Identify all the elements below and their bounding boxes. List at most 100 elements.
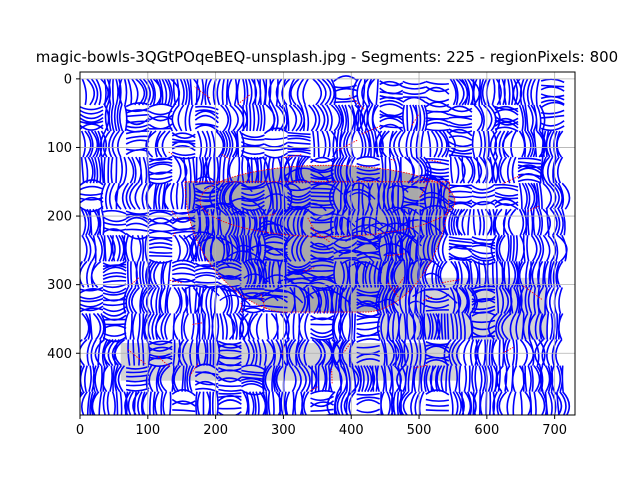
segment-cell [265, 104, 290, 132]
segment-cell [262, 261, 287, 288]
segment-cell [287, 131, 311, 158]
segment-cell [398, 391, 425, 415]
segment-cell [542, 208, 566, 236]
segment-cell [311, 286, 335, 314]
segment-cell [494, 365, 518, 393]
segment-cell [426, 313, 450, 340]
segment-cell [541, 391, 571, 415]
segment-cell [381, 208, 409, 236]
segment-cell [172, 78, 201, 106]
segment-cell [518, 208, 544, 236]
segment-cell [356, 338, 381, 364]
swirl-stroke [351, 224, 389, 237]
boundary-fragment [127, 349, 146, 365]
segment-cell [242, 78, 267, 106]
segment-cell [243, 339, 267, 367]
x-tick-label: 300 [271, 423, 296, 438]
swirl-stroke [310, 183, 344, 195]
boundary-fragment [307, 217, 315, 231]
segment-cell [402, 104, 428, 132]
swirl-stroke [377, 222, 423, 238]
swirl-stroke [303, 202, 327, 212]
segment-cell [240, 287, 265, 314]
swirl-stroke [379, 298, 399, 306]
y-axis: 0 100 200 300 400 [47, 72, 80, 362]
segment-cell [149, 78, 181, 106]
swirl-stroke [347, 230, 382, 243]
swirl-stroke [202, 202, 247, 218]
boundary-fragment [361, 125, 381, 135]
boundary-fragment [441, 279, 460, 284]
segment-cell [220, 104, 248, 132]
segment-cell [357, 182, 380, 210]
segment-cell [265, 312, 290, 341]
segment-cell [219, 130, 245, 158]
segment-cell [471, 183, 496, 208]
boundary-fragment [168, 151, 174, 156]
swirl-stroke [284, 271, 309, 281]
segment-cell [310, 314, 335, 341]
segment-cell [102, 287, 127, 317]
segment-cell [357, 130, 384, 158]
boundary-fragment [387, 282, 399, 298]
swirl-stroke [386, 206, 409, 215]
segment-cell [194, 363, 219, 393]
segment-cell [171, 389, 196, 415]
segment-cell [448, 128, 473, 159]
segment-cell [471, 285, 496, 314]
segment-cell [374, 130, 402, 158]
segment-cell [492, 156, 517, 184]
swirl-stroke [219, 294, 251, 306]
segment-cell [80, 156, 105, 184]
segment-cell [399, 286, 426, 314]
segment-cell [444, 208, 472, 236]
y-tick-label: 400 [47, 347, 72, 362]
swirl-stroke [333, 234, 379, 250]
segment-cell [81, 312, 107, 341]
segment-cell [263, 289, 289, 314]
swirl-stroke [383, 252, 401, 259]
x-tick-label: 700 [542, 423, 567, 438]
segment-cell [495, 286, 521, 314]
segment-cell [396, 365, 425, 393]
segment-cell [332, 130, 356, 158]
segment-cell [239, 312, 263, 341]
segment-cell [125, 102, 150, 133]
y-tick-label: 200 [47, 210, 72, 225]
segment-cell [99, 130, 125, 158]
swirl-stroke [351, 182, 370, 189]
segment-cell [537, 286, 563, 314]
swirl-stroke [203, 185, 223, 193]
segment-cell [357, 365, 380, 393]
segment-cell [519, 391, 546, 415]
segment-cell [103, 156, 128, 184]
segment-cell [195, 208, 220, 236]
boundary-fragment [414, 364, 429, 369]
segment-boundaries [127, 86, 543, 392]
segment-cell [171, 259, 196, 288]
segment-cell [425, 158, 450, 184]
segment-cell [148, 209, 173, 235]
swirl-stroke [355, 216, 384, 227]
segment-cell [102, 314, 127, 343]
segment-cell [172, 312, 195, 340]
segment-cell [352, 78, 379, 106]
swirl-stroke [195, 176, 217, 184]
segment-cell [127, 78, 155, 106]
segment-cell [333, 260, 358, 288]
swirl-stroke [418, 205, 459, 219]
segment-cell [145, 130, 171, 158]
segment-cell [173, 286, 201, 314]
boundary-fragment [502, 346, 514, 354]
swirl-stroke [344, 188, 376, 200]
segment-cell [148, 155, 173, 185]
segment-cell [100, 182, 125, 210]
segment-cell [283, 234, 309, 262]
swirl-stroke [200, 203, 244, 218]
x-tick-label: 100 [135, 423, 160, 438]
segment-cell [542, 182, 571, 210]
segment-cell [542, 234, 568, 262]
boundary-fragment [240, 301, 243, 313]
segment-cell [425, 80, 450, 108]
